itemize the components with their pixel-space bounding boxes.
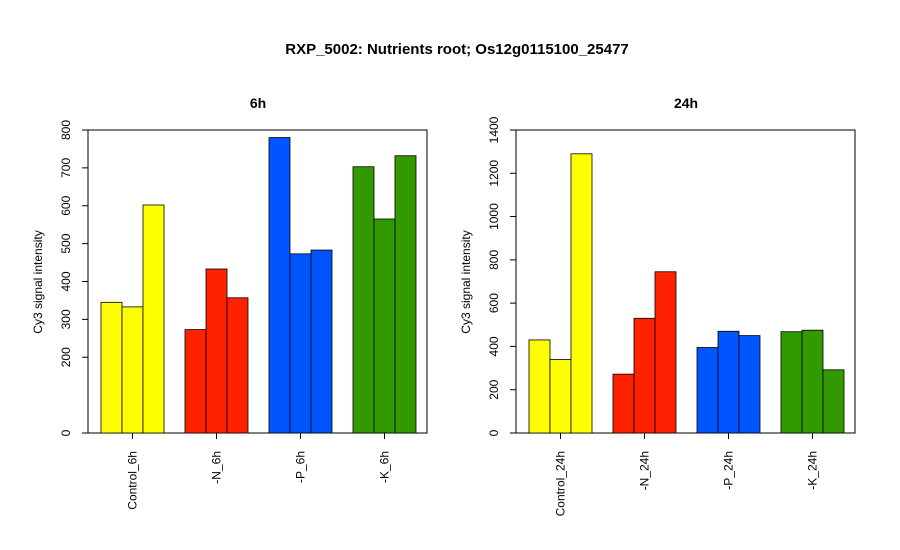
bar-k6h-1 xyxy=(352,166,375,434)
x-tick-label: Control_6h xyxy=(126,451,140,510)
bar-control6h-2 xyxy=(121,306,144,434)
figure-title: RXP_5002: Nutrients root; Os12g0115100_2… xyxy=(285,41,629,58)
y-tick-label: 800 xyxy=(59,120,73,140)
y-tick-label: 400 xyxy=(59,271,73,291)
bar-control6h-3 xyxy=(142,204,165,434)
bar-n24h-1 xyxy=(612,373,635,434)
y-tick-label: 200 xyxy=(487,379,501,399)
bar-control24h-1 xyxy=(528,339,551,434)
y-axis-label-24h: Cy3 signal intensity xyxy=(459,230,473,333)
y-tick-label: 500 xyxy=(59,233,73,253)
y-tick-label: 800 xyxy=(487,250,501,270)
bar-k24h-2 xyxy=(801,329,824,434)
y-tick-label: 600 xyxy=(487,293,501,313)
y-tick-label: 1000 xyxy=(487,203,501,230)
panel-title-24h: 24h xyxy=(674,95,698,111)
panel-24h: 24h Cy3 signal intensity 0 200 400 600 800 10… xyxy=(459,95,856,516)
bar-n6h-3 xyxy=(226,297,249,434)
y-tick-label: 1400 xyxy=(487,116,501,143)
y-tick-label: 0 xyxy=(487,429,501,436)
bar-p24h-2 xyxy=(717,330,740,434)
bar-p24h-3 xyxy=(738,335,761,434)
y-tick-label: 1200 xyxy=(487,160,501,187)
bar-n24h-3 xyxy=(654,271,677,434)
y-tick-label: 600 xyxy=(59,195,73,215)
bar-p24h-1 xyxy=(696,347,719,434)
y-tick-label: 700 xyxy=(59,158,73,178)
x-tick-label: -N_6h xyxy=(210,451,224,484)
bar-p6h-2 xyxy=(289,253,312,434)
x-tick-label: -P_24h xyxy=(722,451,736,490)
x-tick-label: Control_24h xyxy=(554,451,568,516)
bar-n6h-1 xyxy=(184,329,207,434)
x-tick-label: -K_6h xyxy=(378,451,392,483)
bar-p6h-3 xyxy=(310,249,333,434)
bar-n24h-2 xyxy=(633,317,656,434)
bar-k6h-3 xyxy=(394,155,417,434)
bar-control24h-2 xyxy=(549,359,572,434)
bar-control24h-3 xyxy=(570,153,593,434)
y-axis-label-6h: Cy3 signal intensity xyxy=(31,230,45,333)
y-tick-label: 0 xyxy=(59,429,73,436)
bar-control6h-1 xyxy=(100,301,123,434)
bar-k6h-2 xyxy=(373,218,396,434)
bar-k24h-3 xyxy=(822,369,845,434)
x-tick-label: -N_24h xyxy=(638,451,652,490)
bar-k24h-1 xyxy=(780,331,803,434)
panel-title-6h: 6h xyxy=(250,95,266,111)
plot-frame xyxy=(515,129,856,434)
panel-6h: 6h Cy3 signal intensity 0 200 300 400 500 600… xyxy=(31,95,428,510)
bar-n6h-2 xyxy=(205,268,228,434)
x-tick-label: -K_24h xyxy=(806,451,820,490)
x-tick-label: -P_6h xyxy=(294,451,308,483)
y-tick-label: 200 xyxy=(59,347,73,367)
bar-p6h-1 xyxy=(268,137,291,434)
y-tick-label: 400 xyxy=(487,336,501,356)
y-tick-label: 300 xyxy=(59,309,73,329)
